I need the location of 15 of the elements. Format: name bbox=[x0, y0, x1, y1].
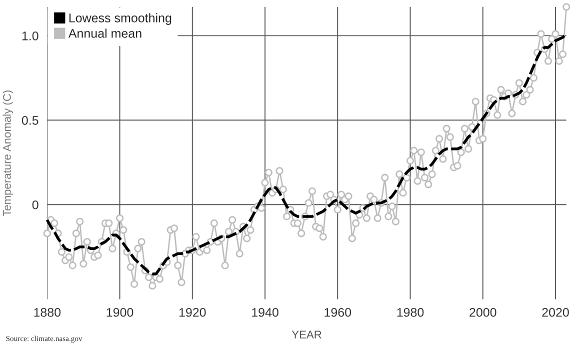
y-tick-label: 0 bbox=[32, 200, 38, 210]
x-tick-label: 1920 bbox=[179, 308, 206, 317]
x-tick-label: 1980 bbox=[397, 308, 424, 317]
x-tick-label: 1880 bbox=[34, 308, 61, 317]
legend-label: Lowess smoothing bbox=[69, 13, 172, 25]
y-tick-label: 0.5 bbox=[22, 116, 38, 125]
y-axis-title: Temperature Anomaly (C) bbox=[2, 90, 14, 216]
x-tick-label: 1900 bbox=[106, 308, 134, 317]
x-tick-label: 2020 bbox=[542, 308, 569, 317]
x-tick-label: 1960 bbox=[324, 308, 352, 317]
x-tick-label: 2000 bbox=[470, 308, 496, 317]
x-axis-title: YEAR bbox=[292, 330, 322, 338]
legend-label: Annual mean bbox=[68, 28, 142, 38]
y-tick-label: 1.0 bbox=[22, 31, 38, 40]
x-tick-label: 1940 bbox=[252, 308, 278, 317]
